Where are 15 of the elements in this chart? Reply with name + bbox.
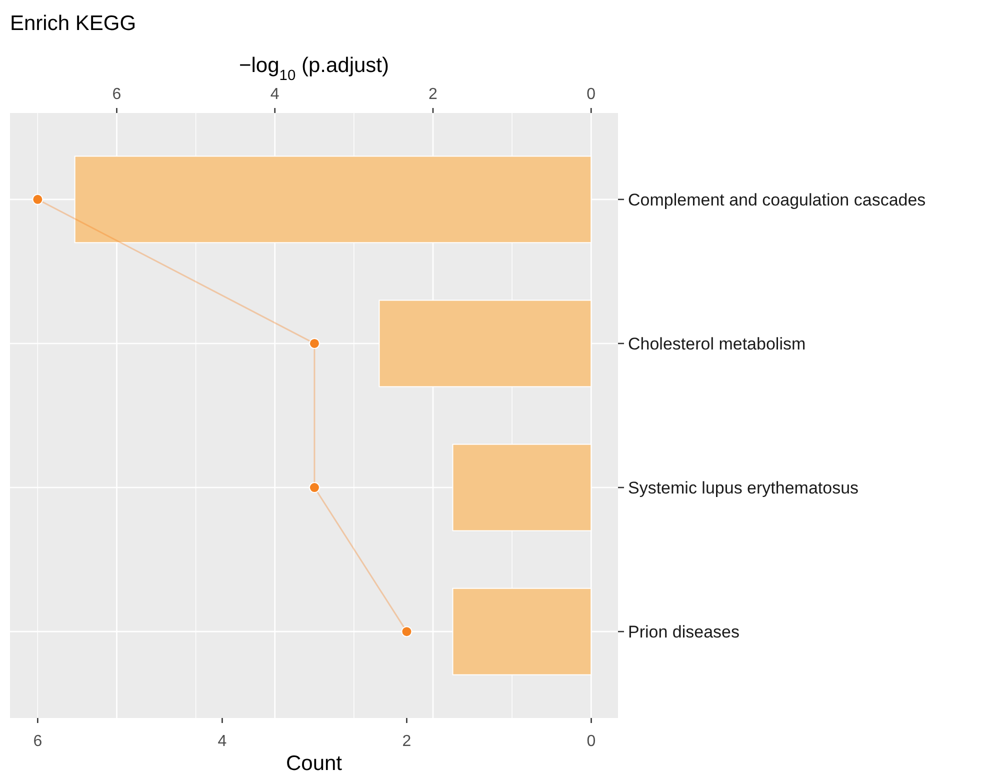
x2-tick-label: 0 xyxy=(586,86,596,103)
x2-tick-label: 2 xyxy=(428,86,438,103)
x2-tick-label: 6 xyxy=(112,86,122,103)
y-tick-label: Cholesterol metabolism xyxy=(628,334,806,354)
y-tick-label: Prion diseases xyxy=(628,622,740,642)
x2-axis-title: −log$_{10}$ (p.adjust) xyxy=(238,54,390,84)
x-tick-label: 0 xyxy=(586,733,596,750)
x-tick-label: 4 xyxy=(218,733,227,750)
x-tick-label: 6 xyxy=(33,733,42,750)
y-tick-label: Complement and coagulation cascades xyxy=(628,190,926,210)
x-tick-label: 2 xyxy=(402,733,412,750)
x2-tick-label: 4 xyxy=(270,86,280,103)
chart-title: Enrich KEGG xyxy=(10,12,136,35)
x-axis-title: Count xyxy=(286,752,342,774)
y-tick-label: Systemic lupus erythematosus xyxy=(628,478,859,498)
